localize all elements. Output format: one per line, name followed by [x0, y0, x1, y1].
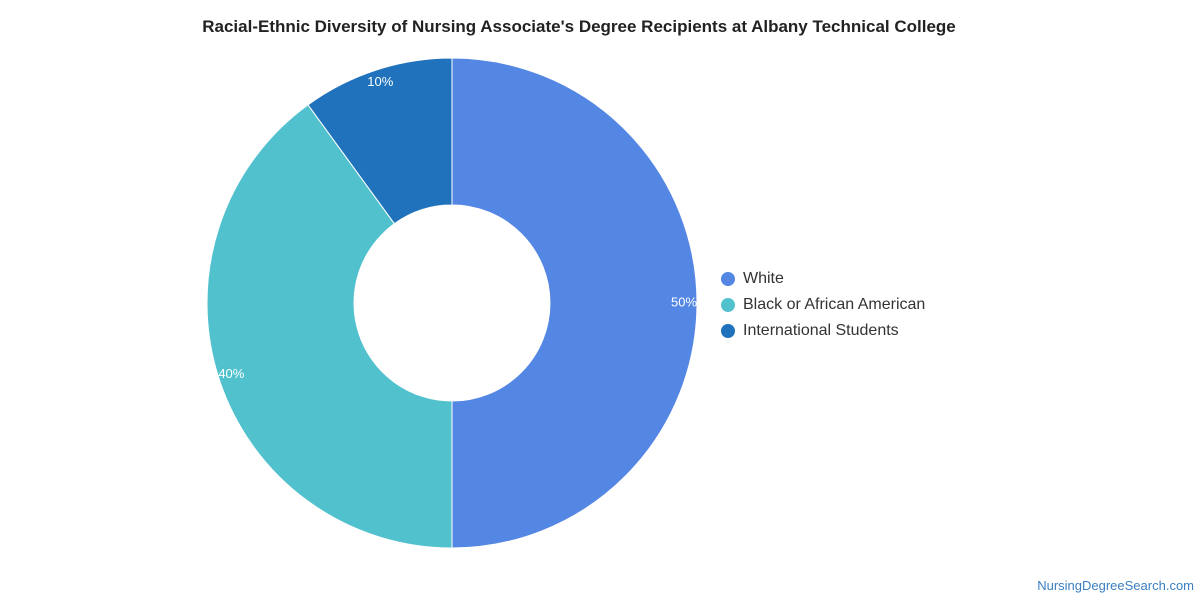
chart-legend: White Black or African American Internat… — [721, 266, 925, 344]
legend-swatch — [721, 298, 735, 312]
legend-label: White — [743, 270, 784, 287]
slice-international-students[interactable] — [307, 57, 453, 225]
legend-item-international-students[interactable]: International Students — [721, 318, 925, 344]
data-label-white: 50% — [671, 294, 697, 309]
data-label-international-students: 10% — [367, 74, 393, 89]
slice-white[interactable] — [451, 57, 698, 549]
legend-label: Black or African American — [743, 296, 926, 313]
source-credit-link[interactable]: NursingDegreeSearch.com — [1037, 578, 1194, 593]
chart-title: Racial-Ethnic Diversity of Nursing Assoc… — [202, 17, 956, 36]
legend-swatch — [721, 324, 735, 338]
data-label-black-or-african-american: 40% — [218, 366, 244, 381]
legend-label: International Students — [743, 322, 899, 339]
legend-swatch — [721, 272, 735, 286]
legend-item-black-or-african-american[interactable]: Black or African American — [721, 292, 925, 318]
legend-item-white[interactable]: White — [721, 266, 925, 292]
slice-black-or-african-american[interactable] — [206, 104, 453, 549]
